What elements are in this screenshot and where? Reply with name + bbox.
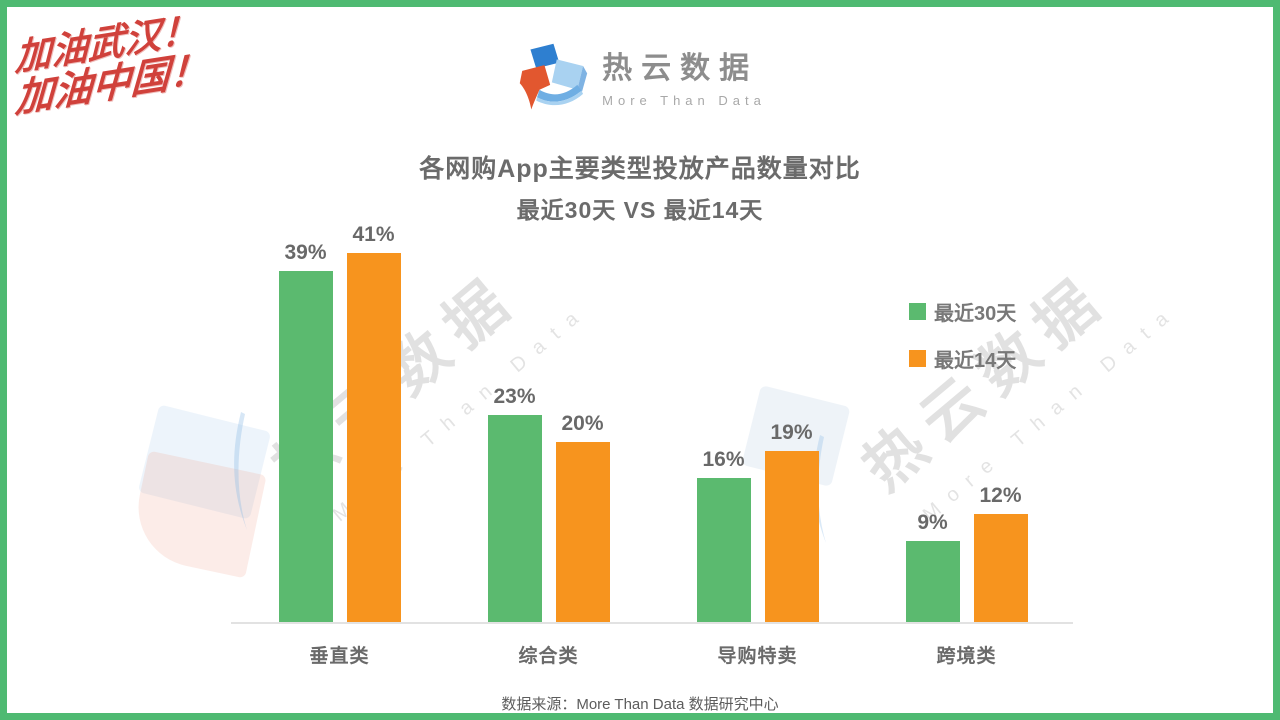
logo-text: 热云数据 More Than Data — [602, 43, 766, 108]
legend-item: 最近30天 — [909, 297, 1016, 326]
bar-chart: 39% 41% 23% 20% 16% 19% 9% 12% — [231, 217, 1073, 624]
x-axis-labels: 垂直类 综合类 导购特卖 跨境类 — [235, 641, 1071, 668]
bar-value-label: 41% — [352, 223, 395, 246]
bar-value-label: 23% — [493, 385, 536, 408]
bar-value-label: 20% — [561, 412, 604, 435]
logo-tagline: More Than Data — [602, 92, 766, 108]
legend-label: 最近30天 — [934, 303, 1017, 325]
legend-label: 最近14天 — [934, 350, 1017, 372]
bar — [555, 442, 610, 622]
legend-swatch — [909, 303, 926, 320]
legend: 最近30天最近14天 — [909, 297, 1016, 391]
bar-column: 41% — [346, 223, 401, 622]
bar-group: 9% 12% — [862, 217, 1071, 622]
bar-value-label: 39% — [284, 241, 327, 264]
bar — [973, 514, 1028, 622]
bar-group: 16% 19% — [653, 217, 862, 622]
bar-value-label: 9% — [917, 511, 948, 534]
x-axis-category-label: 垂直类 — [309, 646, 370, 667]
bar-column: 12% — [973, 484, 1028, 622]
brand-logo: 热云数据 More Than Data — [7, 39, 1273, 111]
legend-item: 最近14天 — [909, 344, 1016, 373]
logo-name: 热云数据 — [602, 51, 759, 85]
logo-cubes-icon — [519, 43, 588, 110]
bar-column: 20% — [555, 412, 610, 622]
bar — [696, 478, 751, 622]
bar-column: 16% — [696, 448, 751, 622]
bar-value-label: 16% — [702, 448, 745, 471]
bar — [346, 253, 401, 622]
x-axis-category-label: 导购特卖 — [717, 646, 798, 667]
data-source-note: 数据来源：More Than Data 数据研究中心 — [501, 696, 779, 713]
bar — [764, 451, 819, 622]
bar — [487, 415, 542, 622]
bar — [278, 271, 333, 622]
chart-subtitle: 最近30天 VS 最近14天 — [516, 197, 764, 223]
x-axis-category-label: 跨境类 — [936, 646, 997, 667]
legend-swatch — [909, 350, 926, 367]
bar-column: 23% — [487, 385, 542, 622]
bar-column: 39% — [278, 241, 333, 622]
bar-group: 23% 20% — [444, 217, 653, 622]
x-axis-category-label: 综合类 — [518, 646, 579, 667]
bar-column: 9% — [905, 511, 960, 622]
bar — [905, 541, 960, 622]
bar-value-label: 12% — [979, 484, 1022, 507]
chart-title: 各网购App主要类型投放产品数量对比 — [419, 155, 861, 183]
bar-value-label: 19% — [770, 421, 813, 444]
bar-group: 39% 41% — [235, 217, 444, 622]
bar-column: 19% — [764, 421, 819, 622]
